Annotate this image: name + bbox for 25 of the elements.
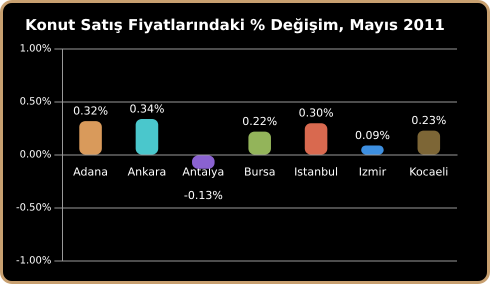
data-label: 0.22% [242,115,278,128]
x-tick-label: Antalya [182,165,224,178]
y-tick-label: 0.50% [20,96,52,108]
bar [304,123,328,154]
x-tick-label: Bursa [244,165,276,178]
data-label: -0.13% [184,189,223,202]
data-label: 0.32% [73,104,108,118]
x-tick-label: Istanbul [294,165,338,178]
x-tick-label: Izmir [358,165,387,178]
x-tick-label: Adana [73,165,108,178]
bar [248,132,271,154]
y-tick-label: -1.00% [16,256,52,267]
x-tick-label: Kocaeli [409,165,448,178]
bar [418,130,440,154]
y-tick-label: 1.00% [20,44,52,55]
data-label: 0.09% [354,128,390,142]
bar [79,121,102,154]
bar [136,118,158,154]
data-label: 0.23% [411,114,446,127]
x-tick-label: Ankara [128,165,166,178]
y-tick-label: 0.00% [20,150,52,161]
y-tick-label: -0.50% [16,202,52,214]
data-label: 0.30% [298,106,334,120]
data-label: 0.34% [129,102,164,116]
chart-title: Konut Satış Fiyatlarındaki % Değişim, Mayıs 2011 [25,16,445,34]
